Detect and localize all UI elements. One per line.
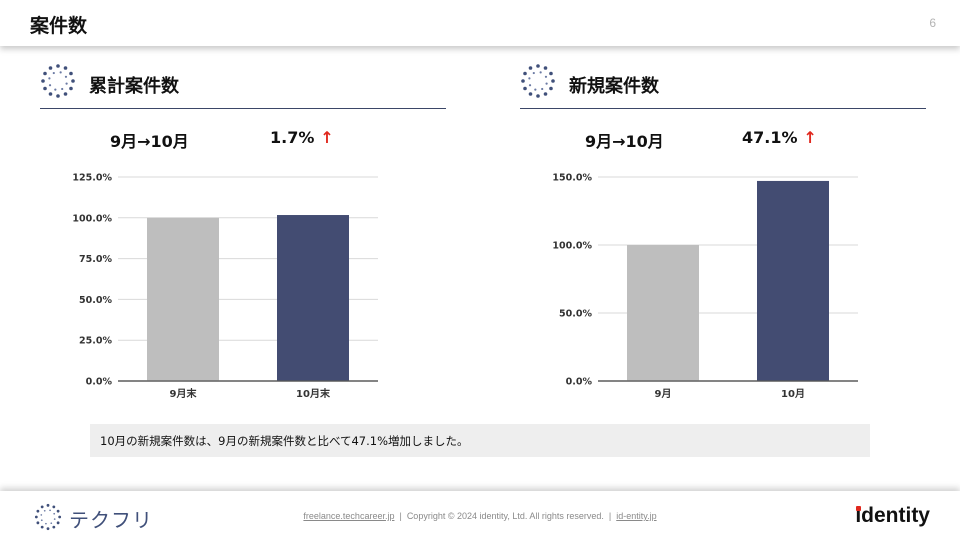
bar (277, 215, 349, 381)
footer-brand: テクフリ (69, 508, 153, 532)
new-cases-bar-chart: 0.0% 50.0% 100.0% 150.0% 9月 10月 (552, 173, 858, 400)
bar (757, 180, 829, 381)
bar (627, 245, 699, 381)
page-number: 6 (929, 16, 936, 30)
page-title: 案件数 (30, 15, 88, 37)
section-title-new: 新規案件数 (569, 76, 659, 97)
x-tick-label: 9月末 (170, 387, 198, 400)
footer-link-techcareer[interactable]: freelance.techcareer.jp (303, 511, 395, 521)
change-value-new: 47.1% ↑ (742, 128, 817, 147)
techfree-logo-icon (34, 503, 62, 531)
y-tick-label: 75.0% (79, 254, 112, 265)
footer-copyright: Copyright © 2024 identity, Ltd. All righ… (406, 511, 604, 521)
y-tick-label: 150.0% (552, 173, 592, 184)
y-tick-label: 0.0% (566, 377, 593, 388)
dotted-circle-logo-icon (521, 64, 555, 98)
x-tick-label: 9月 (655, 388, 672, 400)
section-title-cumulative: 累計案件数 (89, 76, 179, 97)
change-percent-cumulative: 1.7% (270, 128, 315, 147)
change-period-cumulative: 9月→10月 (110, 132, 189, 151)
y-tick-label: 50.0% (559, 309, 592, 320)
footer-link-identity[interactable]: id-entity.jp (616, 511, 657, 521)
up-arrow-icon: ↑ (803, 128, 817, 147)
y-tick-label: 25.0% (79, 336, 112, 347)
section-header-cumulative: 累計案件数 (40, 59, 446, 109)
footer-separator: | (608, 511, 612, 521)
slide-header: 案件数 6 (0, 0, 960, 46)
y-tick-label: 100.0% (72, 213, 112, 224)
footer-copyright-line: freelance.techcareer.jp | Copyright © 2024… (0, 511, 960, 521)
x-tick-label: 10月末 (296, 387, 331, 400)
change-value-cumulative: 1.7% ↑ (270, 128, 334, 147)
y-tick-label: 0.0% (86, 377, 113, 388)
x-tick-label: 10月 (781, 388, 805, 400)
slide-footer: テクフリ freelance.techcareer.jp | Copyright ©… (0, 491, 960, 540)
section-header-new: 新規案件数 (520, 59, 926, 109)
dotted-circle-logo-icon (41, 64, 75, 98)
y-tick-label: 125.0% (72, 173, 112, 184)
summary-note: 10月の新規案件数は、9月の新規案件数と比べて47.1%増加しました。 (90, 424, 870, 457)
identity-logo: ıdentity (855, 504, 930, 527)
footer-separator: | (399, 511, 402, 521)
y-tick-label: 100.0% (552, 241, 592, 252)
y-tick-label: 50.0% (79, 295, 112, 306)
change-percent-new: 47.1% (742, 128, 798, 147)
bar (147, 217, 219, 381)
up-arrow-icon: ↑ (320, 128, 334, 147)
cumulative-bar-chart: 0.0% 25.0% 50.0% 75.0% 100.0% 125.0% 9月末 10月末 (72, 173, 378, 400)
change-period-new: 9月→10月 (585, 132, 664, 151)
